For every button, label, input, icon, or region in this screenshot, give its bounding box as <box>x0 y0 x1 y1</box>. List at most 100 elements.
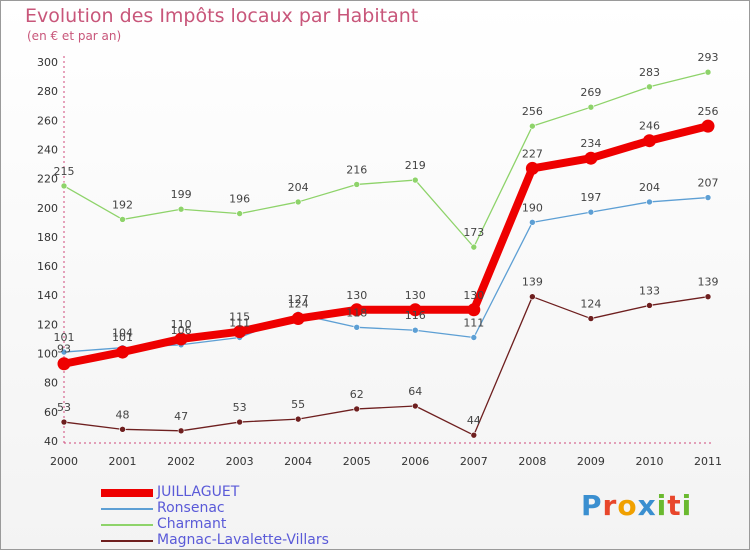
data-label: 139 <box>522 276 543 289</box>
data-point <box>646 198 653 206</box>
x-tick-label: 2000 <box>50 455 78 468</box>
data-label: 215 <box>54 165 75 178</box>
data-point <box>525 161 539 175</box>
y-tick-label: 300 <box>37 56 58 69</box>
data-label: 196 <box>229 193 250 206</box>
data-point <box>704 68 712 76</box>
data-label: 190 <box>522 201 543 214</box>
x-tick-label: 2002 <box>167 455 195 468</box>
data-label: 256 <box>522 105 543 118</box>
legend-swatch <box>101 508 153 510</box>
data-label: 44 <box>467 414 481 427</box>
x-tick-label: 2006 <box>401 455 429 468</box>
chart-title: Evolution des Impôts locaux par Habitant <box>25 5 419 27</box>
logo-letter: r <box>602 489 618 522</box>
data-label: 104 <box>112 327 133 340</box>
y-tick-label: 40 <box>44 435 58 448</box>
x-tick-label: 2008 <box>518 455 546 468</box>
data-point <box>470 431 478 439</box>
data-label: 62 <box>350 388 364 401</box>
data-point <box>470 334 478 341</box>
data-point <box>529 219 536 226</box>
series-line <box>63 71 709 248</box>
y-tick-label: 80 <box>44 377 58 390</box>
data-point <box>177 205 185 213</box>
data-label: 173 <box>463 226 484 239</box>
data-label: 106 <box>171 324 192 337</box>
data-label: 130 <box>405 289 426 302</box>
data-point <box>646 83 653 91</box>
y-tick-label: 60 <box>44 406 58 419</box>
data-point <box>353 405 361 413</box>
data-label: 118 <box>346 306 367 319</box>
x-tick-label: 2004 <box>284 455 312 468</box>
data-label: 53 <box>57 401 71 414</box>
y-tick-label: 200 <box>37 202 58 215</box>
data-label: 216 <box>346 163 367 176</box>
data-point <box>408 303 422 317</box>
data-label: 116 <box>405 309 426 322</box>
data-label: 111 <box>463 317 484 330</box>
x-tick-label: 2001 <box>109 455 137 468</box>
data-point <box>350 303 364 317</box>
legend-swatch <box>101 524 153 526</box>
data-point <box>529 293 536 300</box>
data-label: 110 <box>171 318 192 331</box>
y-tick-label: 220 <box>37 173 58 186</box>
logo-letter: x <box>637 489 657 522</box>
data-label: 192 <box>112 198 133 211</box>
data-point <box>233 325 247 339</box>
data-point <box>116 345 130 359</box>
line-chart: 40 60 80 100 120 140 160 180 200 220 240 260 280 300 2… <box>37 51 722 468</box>
data-label: 207 <box>698 177 719 190</box>
data-point <box>60 348 68 356</box>
data-label: 197 <box>580 191 601 204</box>
data-label: 101 <box>112 331 133 344</box>
data-point <box>57 357 71 371</box>
chart-lines <box>57 68 715 439</box>
y-tick-label: 280 <box>37 85 58 98</box>
data-point <box>119 426 126 433</box>
data-point <box>467 303 481 317</box>
logo-letter: P <box>581 489 603 522</box>
data-label: 55 <box>291 398 305 411</box>
series-line <box>63 122 709 368</box>
data-label: 48 <box>116 408 130 421</box>
data-point <box>291 312 305 326</box>
data-label: 204 <box>288 181 309 194</box>
legend-label: Magnac-Lavalette-Villars <box>157 532 329 548</box>
y-tick-label: 140 <box>37 289 58 302</box>
data-label: 124 <box>288 298 309 311</box>
data-label: 47 <box>174 410 188 423</box>
data-point <box>119 216 126 223</box>
x-tick-label: 2011 <box>694 455 722 468</box>
data-point <box>236 418 243 426</box>
data-label: 293 <box>698 51 719 64</box>
x-tick-label: 2009 <box>577 455 605 468</box>
data-label: 139 <box>698 276 719 289</box>
data-label: 64 <box>408 385 422 398</box>
logo-letter: o <box>617 489 638 522</box>
data-label: 124 <box>580 298 601 311</box>
logo-letter: i <box>681 489 693 522</box>
data-label: 269 <box>580 86 601 99</box>
data-label: 130 <box>463 289 484 302</box>
data-label: 127 <box>288 293 309 306</box>
data-label: 246 <box>639 120 660 133</box>
y-tick-label: 120 <box>37 318 58 331</box>
x-tick-label: 2010 <box>635 455 663 468</box>
legend-label: Ronsenac <box>157 500 225 516</box>
proxiti-logo: Proxiti <box>581 489 692 522</box>
data-point <box>587 103 595 111</box>
data-point <box>60 418 68 426</box>
y-tick-label: 260 <box>37 114 58 127</box>
data-point <box>174 332 188 346</box>
data-point <box>411 402 419 410</box>
data-label: 234 <box>580 137 601 150</box>
data-point <box>704 293 712 300</box>
data-label: 256 <box>698 105 719 118</box>
data-label: 283 <box>639 66 660 79</box>
data-point <box>294 415 302 423</box>
x-tick-label: 2003 <box>226 455 254 468</box>
data-label: 93 <box>57 343 71 356</box>
